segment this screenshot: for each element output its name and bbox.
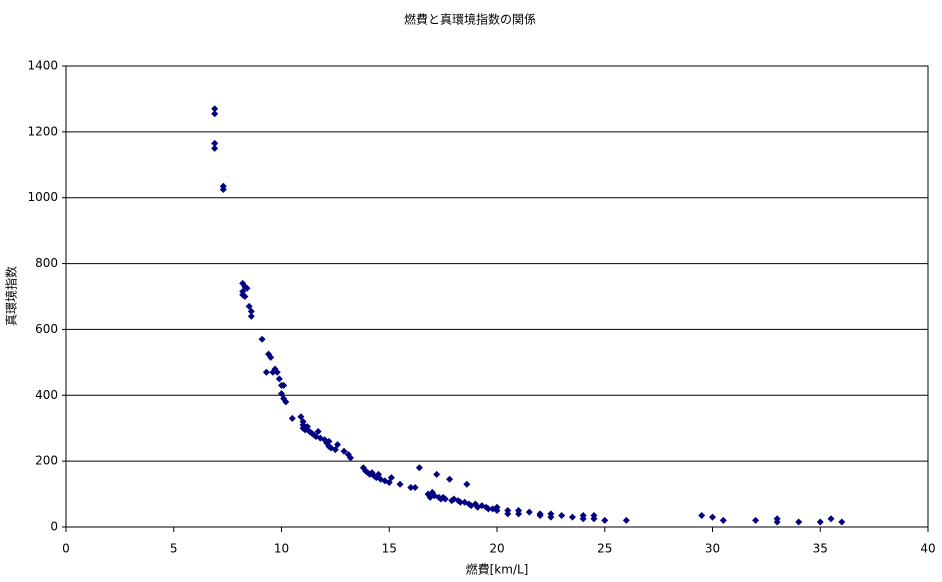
x-axis-label: 燃費[km/L] [466, 562, 529, 577]
x-tick-label: 15 [382, 542, 397, 556]
y-axis-label: 真環境指数 [4, 266, 19, 326]
plot-frame [65, 65, 929, 528]
point [493, 503, 501, 511]
point [346, 454, 354, 462]
point [504, 510, 512, 518]
point [515, 510, 523, 518]
point [262, 368, 270, 376]
point [590, 515, 598, 523]
point [396, 480, 404, 488]
point [273, 368, 281, 376]
x-tick-label: 5 [170, 542, 178, 556]
point [415, 464, 423, 472]
point [456, 498, 464, 506]
point [340, 447, 348, 455]
point [536, 511, 544, 519]
point [247, 312, 255, 320]
point [752, 516, 760, 524]
y-tick-label: 0 [50, 520, 58, 534]
point [303, 423, 311, 431]
x-tick-label: 0 [62, 542, 70, 556]
point [568, 513, 576, 521]
point [374, 470, 382, 478]
point [258, 335, 266, 343]
point [558, 511, 566, 519]
x-tick-label: 25 [597, 542, 612, 556]
point [387, 474, 395, 482]
point [211, 139, 219, 147]
point [547, 513, 555, 521]
y-tick-label: 1200 [27, 124, 58, 138]
point [525, 508, 533, 516]
point [239, 291, 247, 299]
y-tick-label: 400 [35, 388, 58, 402]
point [407, 483, 415, 491]
point [334, 441, 342, 449]
point [278, 390, 285, 398]
point [411, 483, 419, 491]
point [267, 353, 275, 361]
point [433, 470, 441, 478]
point [331, 446, 339, 454]
y-tick-label: 200 [35, 454, 58, 468]
point [601, 516, 609, 524]
point [325, 437, 333, 445]
point [280, 381, 288, 389]
point [247, 307, 255, 315]
point [245, 302, 253, 310]
point [463, 480, 471, 488]
point [282, 398, 290, 406]
x-tick-label: 10 [274, 542, 289, 556]
point [816, 518, 824, 526]
point [288, 414, 296, 422]
y-tick-label: 600 [35, 322, 58, 336]
y-tick-label: 1000 [27, 190, 58, 204]
point [709, 513, 716, 521]
x-tick-label: 40 [920, 542, 935, 556]
point [622, 516, 630, 524]
point [698, 511, 706, 519]
point [719, 516, 727, 524]
point [211, 110, 219, 118]
chart-title: 燃費と真環境指数の関係 [404, 12, 536, 27]
point [579, 515, 587, 523]
x-tick-label: 35 [813, 542, 828, 556]
point [773, 518, 781, 526]
point [385, 479, 393, 487]
point [243, 284, 251, 292]
point [484, 505, 492, 513]
point [211, 144, 219, 152]
point [446, 475, 454, 483]
y-tick-label: 800 [35, 256, 58, 270]
point [795, 518, 803, 526]
point [827, 515, 835, 523]
x-tick-label: 30 [705, 542, 720, 556]
point [219, 185, 227, 193]
x-tick-label: 20 [489, 542, 504, 556]
point [297, 413, 305, 421]
point [314, 428, 322, 436]
y-tick-label: 1400 [27, 59, 58, 73]
point [441, 495, 449, 503]
point [275, 375, 283, 383]
point [211, 105, 219, 113]
point [838, 518, 846, 526]
